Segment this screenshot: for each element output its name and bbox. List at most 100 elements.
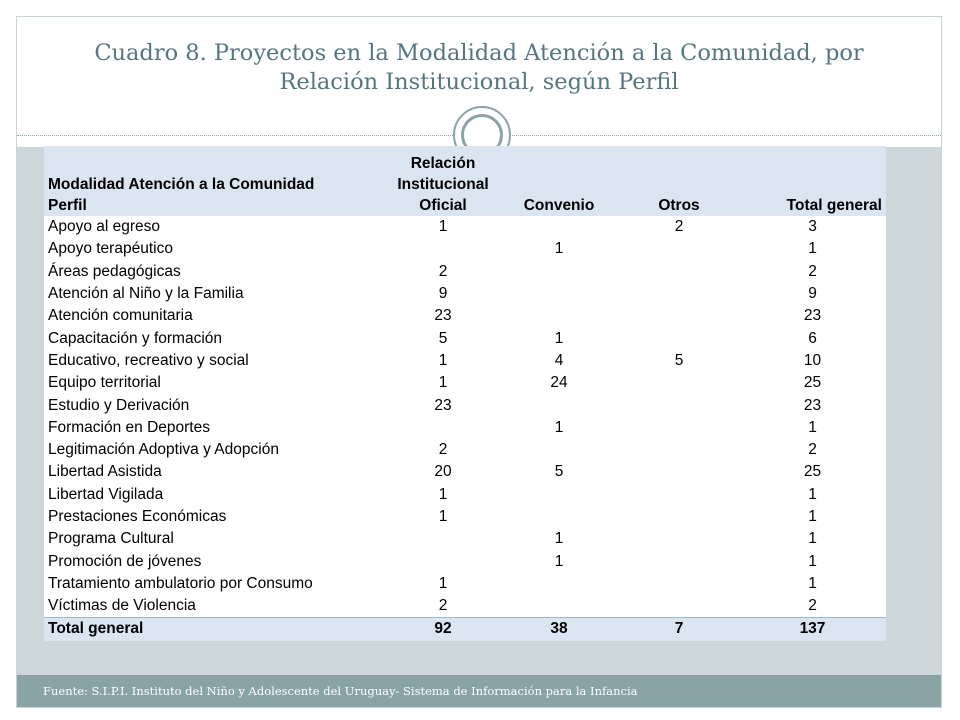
cell-perfil: Tratamiento ambulatorio por Consumo bbox=[44, 572, 387, 596]
cell-convenio bbox=[499, 282, 619, 306]
table-row: Educativo, recreativo y social 1 4 5 10 bbox=[44, 349, 886, 373]
cell-convenio bbox=[499, 505, 619, 529]
cell-otros bbox=[619, 572, 739, 596]
cell-oficial: 23 bbox=[387, 394, 499, 417]
cell-oficial: 2 bbox=[387, 260, 499, 283]
cell-otros bbox=[619, 505, 739, 529]
cell-total: 23 bbox=[739, 305, 886, 328]
cell-otros bbox=[619, 305, 739, 328]
cell-otros: 2 bbox=[619, 216, 739, 239]
cell-oficial: 1 bbox=[387, 372, 499, 395]
data-table: Modalidad Atención a la Comunidad Perfil… bbox=[44, 146, 886, 641]
cell-convenio: 5 bbox=[499, 461, 619, 484]
cell-oficial: 1 bbox=[387, 572, 499, 596]
table-header-row: Modalidad Atención a la Comunidad Perfil… bbox=[44, 146, 886, 216]
cell-total: 1 bbox=[739, 572, 886, 596]
cell-perfil: Libertad Vigilada bbox=[44, 483, 387, 506]
total-total: 137 bbox=[739, 617, 886, 641]
cell-convenio bbox=[499, 572, 619, 596]
cell-total: 1 bbox=[739, 528, 886, 551]
cell-otros bbox=[619, 595, 739, 618]
table-row: Libertad Vigilada 1 1 bbox=[44, 483, 886, 506]
cell-otros bbox=[619, 438, 739, 462]
header-oficial-line3: Oficial bbox=[419, 197, 467, 214]
cell-perfil: Atención comunitaria bbox=[44, 305, 387, 328]
cell-total: 2 bbox=[739, 595, 886, 618]
cell-total: 3 bbox=[739, 216, 886, 239]
cell-perfil: Promoción de jóvenes bbox=[44, 550, 387, 573]
cell-convenio: 24 bbox=[499, 372, 619, 395]
table-row: Apoyo al egreso 1 2 3 bbox=[44, 216, 886, 239]
cell-oficial: 5 bbox=[387, 327, 499, 350]
header-otros: Otros bbox=[619, 146, 739, 216]
cell-perfil: Apoyo al egreso bbox=[44, 216, 387, 239]
cell-oficial: 23 bbox=[387, 305, 499, 328]
table-row: Apoyo terapéutico 1 1 bbox=[44, 238, 886, 261]
header-convenio: Convenio bbox=[499, 146, 619, 216]
table-row: Capacitación y formación 5 1 6 bbox=[44, 327, 886, 350]
cell-convenio bbox=[499, 394, 619, 417]
cell-perfil: Programa Cultural bbox=[44, 528, 387, 551]
header-oficial-line2: Institucional bbox=[397, 176, 489, 193]
cell-otros bbox=[619, 238, 739, 261]
cell-otros bbox=[619, 327, 739, 350]
cell-perfil: Capacitación y formación bbox=[44, 327, 387, 350]
header-perfil-line1: Modalidad Atención a la Comunidad bbox=[48, 176, 315, 193]
cell-perfil: Áreas pedagógicas bbox=[44, 260, 387, 283]
cell-convenio: 4 bbox=[499, 349, 619, 373]
cell-convenio: 1 bbox=[499, 528, 619, 551]
cell-convenio bbox=[499, 216, 619, 239]
header-total: Total general bbox=[739, 146, 886, 216]
cell-perfil: Educativo, recreativo y social bbox=[44, 349, 387, 373]
cell-convenio: 1 bbox=[499, 550, 619, 573]
cell-convenio: 1 bbox=[499, 238, 619, 261]
cell-oficial bbox=[387, 416, 499, 439]
cell-oficial: 9 bbox=[387, 282, 499, 306]
cell-otros bbox=[619, 260, 739, 283]
table-row: Prestaciones Económicas 1 1 bbox=[44, 505, 886, 529]
cell-perfil: Atención al Niño y la Familia bbox=[44, 282, 387, 306]
cell-convenio bbox=[499, 305, 619, 328]
cell-total: 23 bbox=[739, 394, 886, 417]
table-row: Áreas pedagógicas 2 2 bbox=[44, 260, 886, 283]
footer-bar: Fuente: S.I.P.I. Instituto del Niño y Ad… bbox=[17, 675, 941, 707]
cell-otros bbox=[619, 372, 739, 395]
table-row: Equipo territorial 1 24 25 bbox=[44, 372, 886, 395]
cell-convenio: 1 bbox=[499, 416, 619, 439]
total-otros: 7 bbox=[619, 617, 739, 641]
cell-otros bbox=[619, 394, 739, 417]
cell-oficial: 2 bbox=[387, 438, 499, 462]
header-oficial-line1: Relación bbox=[410, 155, 476, 172]
cell-perfil: Estudio y Derivación bbox=[44, 394, 387, 417]
cell-otros bbox=[619, 416, 739, 439]
cell-otros bbox=[619, 461, 739, 484]
cell-perfil: Legitimación Adoptiva y Adopción bbox=[44, 438, 387, 462]
cell-total: 2 bbox=[739, 260, 886, 283]
cell-otros bbox=[619, 528, 739, 551]
cell-total: 6 bbox=[739, 327, 886, 350]
cell-otros bbox=[619, 550, 739, 573]
table-row: Tratamiento ambulatorio por Consumo 1 1 bbox=[44, 572, 886, 596]
table-row: Formación en Deportes 1 1 bbox=[44, 416, 886, 439]
cell-total: 10 bbox=[739, 349, 886, 373]
total-convenio: 38 bbox=[499, 617, 619, 641]
total-label: Total general bbox=[44, 617, 387, 641]
cell-oficial bbox=[387, 528, 499, 551]
cell-total: 1 bbox=[739, 238, 886, 261]
cell-oficial: 1 bbox=[387, 483, 499, 506]
footer-source: Fuente: S.I.P.I. Instituto del Niño y Ad… bbox=[43, 684, 638, 698]
cell-convenio: 1 bbox=[499, 327, 619, 350]
cell-oficial bbox=[387, 238, 499, 261]
cell-oficial bbox=[387, 550, 499, 573]
cell-convenio bbox=[499, 438, 619, 462]
cell-perfil: Formación en Deportes bbox=[44, 416, 387, 439]
cell-perfil: Apoyo terapéutico bbox=[44, 238, 387, 261]
cell-oficial: 1 bbox=[387, 505, 499, 529]
header-perfil: Modalidad Atención a la Comunidad Perfil bbox=[44, 146, 387, 216]
table-row: Legitimación Adoptiva y Adopción 2 2 bbox=[44, 438, 886, 462]
cell-convenio bbox=[499, 595, 619, 618]
table-row: Libertad Asistida 20 5 25 bbox=[44, 461, 886, 484]
cell-convenio bbox=[499, 483, 619, 506]
cell-perfil: Libertad Asistida bbox=[44, 461, 387, 484]
table-row: Víctimas de Violencia 2 2 bbox=[44, 595, 886, 618]
